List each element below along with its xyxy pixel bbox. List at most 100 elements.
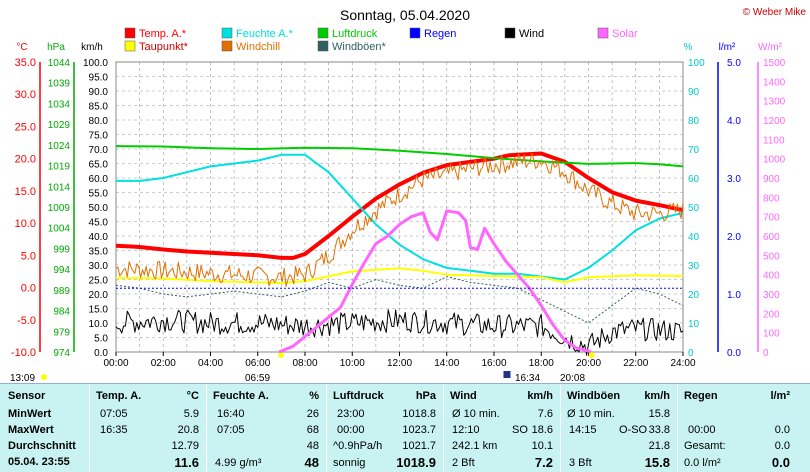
sunrise-time: 06:59	[245, 373, 270, 383]
copyright-label: © Weber Mike	[743, 7, 807, 18]
x-tick-label: 04:00	[198, 358, 223, 369]
row-label-min: MinWert	[8, 408, 52, 420]
y-tick-label-wind: 30.0	[89, 261, 109, 272]
x-tick-label: 12:00	[387, 358, 412, 369]
temp-max-value: 20.8	[177, 424, 199, 436]
y-tick-label-pressure: 994	[53, 265, 70, 276]
y-tick-label-humidity: 50	[688, 203, 700, 214]
y-tick-label-temp: 35.0	[15, 57, 36, 69]
y-tick-label-rain: 1.0	[727, 290, 741, 301]
chart-legend: Temp. A.* Feuchte A.* Luftdruck Regen Wind So…	[124, 27, 638, 53]
press-max-value: 1023.7	[402, 424, 436, 436]
y-tick-label-pressure: 974	[53, 348, 70, 359]
y-tick-label-pressure: 1034	[48, 99, 71, 110]
legend-label: Luftdruck	[332, 28, 378, 40]
gust-min-value: 15.8	[648, 408, 670, 420]
legend-swatch	[221, 27, 233, 39]
gust-current-value: 15.8	[644, 455, 670, 470]
legend-swatch	[597, 27, 609, 39]
y-tick-label-solar: 500	[763, 251, 780, 262]
wind-min-time: Ø 10 min.	[452, 408, 500, 420]
temp-avg-value: 12.79	[171, 440, 199, 452]
sunset-icon	[588, 352, 595, 358]
legend-swatch	[317, 27, 329, 39]
moon-time: 16:34	[515, 373, 540, 383]
legend-label: Taupunkt*	[139, 41, 189, 53]
press-max-time: 00:00	[337, 424, 365, 436]
x-tick-label: 24:00	[670, 358, 695, 369]
y-tick-label-temp: -5.0	[17, 315, 36, 327]
y-tick-label-humidity: 40	[688, 232, 700, 243]
header-rain: Regen	[684, 390, 718, 402]
y-tick-label-wind: 20.0	[89, 290, 109, 301]
y-tick-label-solar: 1300	[763, 97, 786, 108]
temp-max-time: 16:35	[100, 424, 128, 436]
header-humidity: Feuchte A.	[213, 390, 269, 402]
gust-avg-value: 21.8	[648, 440, 670, 452]
y-tick-label-solar: 100	[763, 329, 780, 340]
legend-label: Solar	[612, 28, 638, 40]
y-tick-label-humidity: 20	[688, 290, 700, 301]
gust-min-time: Ø 10 min.	[567, 408, 615, 420]
x-tick-label: 08:00	[292, 358, 317, 369]
y-tick-label-humidity: 100	[688, 58, 705, 69]
y-tick-label-wind: 15.0	[89, 305, 109, 316]
y-tick-label-humidity: 90	[688, 87, 700, 98]
header-pressure-unit: hPa	[415, 390, 436, 402]
press-current-value: 1018.9	[396, 455, 436, 470]
x-tick-label: 18:00	[529, 358, 554, 369]
rain-current-value: 0.0	[771, 455, 790, 470]
chart-title: Sonntag, 05.04.2020	[340, 7, 470, 23]
series-line-solar	[278, 209, 592, 354]
y-tick-label-wind: 100.0	[83, 58, 108, 69]
y-tick-label-wind: 10.0	[89, 319, 109, 330]
time-mark-left: 13:09	[10, 373, 35, 383]
y-tick-label-pressure: 1019	[48, 162, 71, 173]
chart-grid	[115, 61, 684, 353]
legend-swatch	[124, 27, 136, 39]
temp-current-value: 11.6	[174, 455, 199, 470]
y-tick-label-wind: 35.0	[89, 247, 109, 258]
legend-label: Feuchte A.*	[236, 28, 294, 40]
x-tick-label: 16:00	[481, 358, 506, 369]
y-tick-label-pressure: 1044	[48, 58, 71, 69]
press-min-time: 23:00	[337, 408, 365, 420]
y-tick-label-pressure: 989	[53, 286, 70, 297]
y-tick-label-temp: 25.0	[15, 121, 36, 133]
series-line-wind	[115, 309, 684, 356]
press-trend: ^0.9hPa/h	[333, 440, 383, 452]
header-wind-unit: km/h	[527, 390, 553, 402]
y-tick-label-rain: 4.0	[727, 116, 741, 127]
y-tick-label-rain: 2.0	[727, 232, 741, 243]
temp-min-value: 5.9	[183, 408, 199, 420]
legend-label: Temp. A.*	[139, 28, 187, 40]
header-gust: Windböen	[567, 390, 621, 402]
press-min-value: 1018.8	[402, 408, 436, 420]
series-line-windchill	[115, 152, 684, 287]
header-gust-unit: km/h	[644, 390, 670, 402]
legend-swatch	[409, 27, 421, 39]
y-tick-label-pressure: 1004	[48, 224, 71, 235]
sunset-time: 20:08	[560, 373, 585, 383]
temp-min-time: 07:05	[100, 408, 128, 420]
wind-max-value: 18.6	[531, 424, 553, 436]
row-label-max: MaxWert	[8, 424, 54, 436]
y-tick-label-pressure: 1009	[48, 203, 71, 214]
y-tick-label-humidity: 0	[688, 348, 694, 359]
x-tick-label: 00:00	[103, 358, 128, 369]
y-tick-label-temp: 0.0	[21, 283, 36, 295]
y-tick-label-humidity: 60	[688, 174, 700, 185]
y-tick-label-wind: 5.0	[94, 334, 108, 345]
x-tick-label: 14:00	[434, 358, 459, 369]
sunrise-icon	[277, 352, 284, 358]
x-tick-label: 20:00	[576, 358, 601, 369]
gust-bft: 3 Bft	[569, 457, 592, 469]
y-tick-label-wind: 65.0	[89, 160, 109, 171]
y-tick-label-pressure: 1039	[48, 79, 71, 90]
axis-unit-label: °C	[16, 42, 27, 53]
y-tick-label-solar: 700	[763, 213, 780, 224]
y-tick-label-wind: 60.0	[89, 174, 109, 185]
rain-total-value: 0.0	[774, 440, 790, 452]
wind-bft: 2 Bft	[452, 457, 475, 469]
wind-current-value: 7.2	[534, 455, 553, 470]
